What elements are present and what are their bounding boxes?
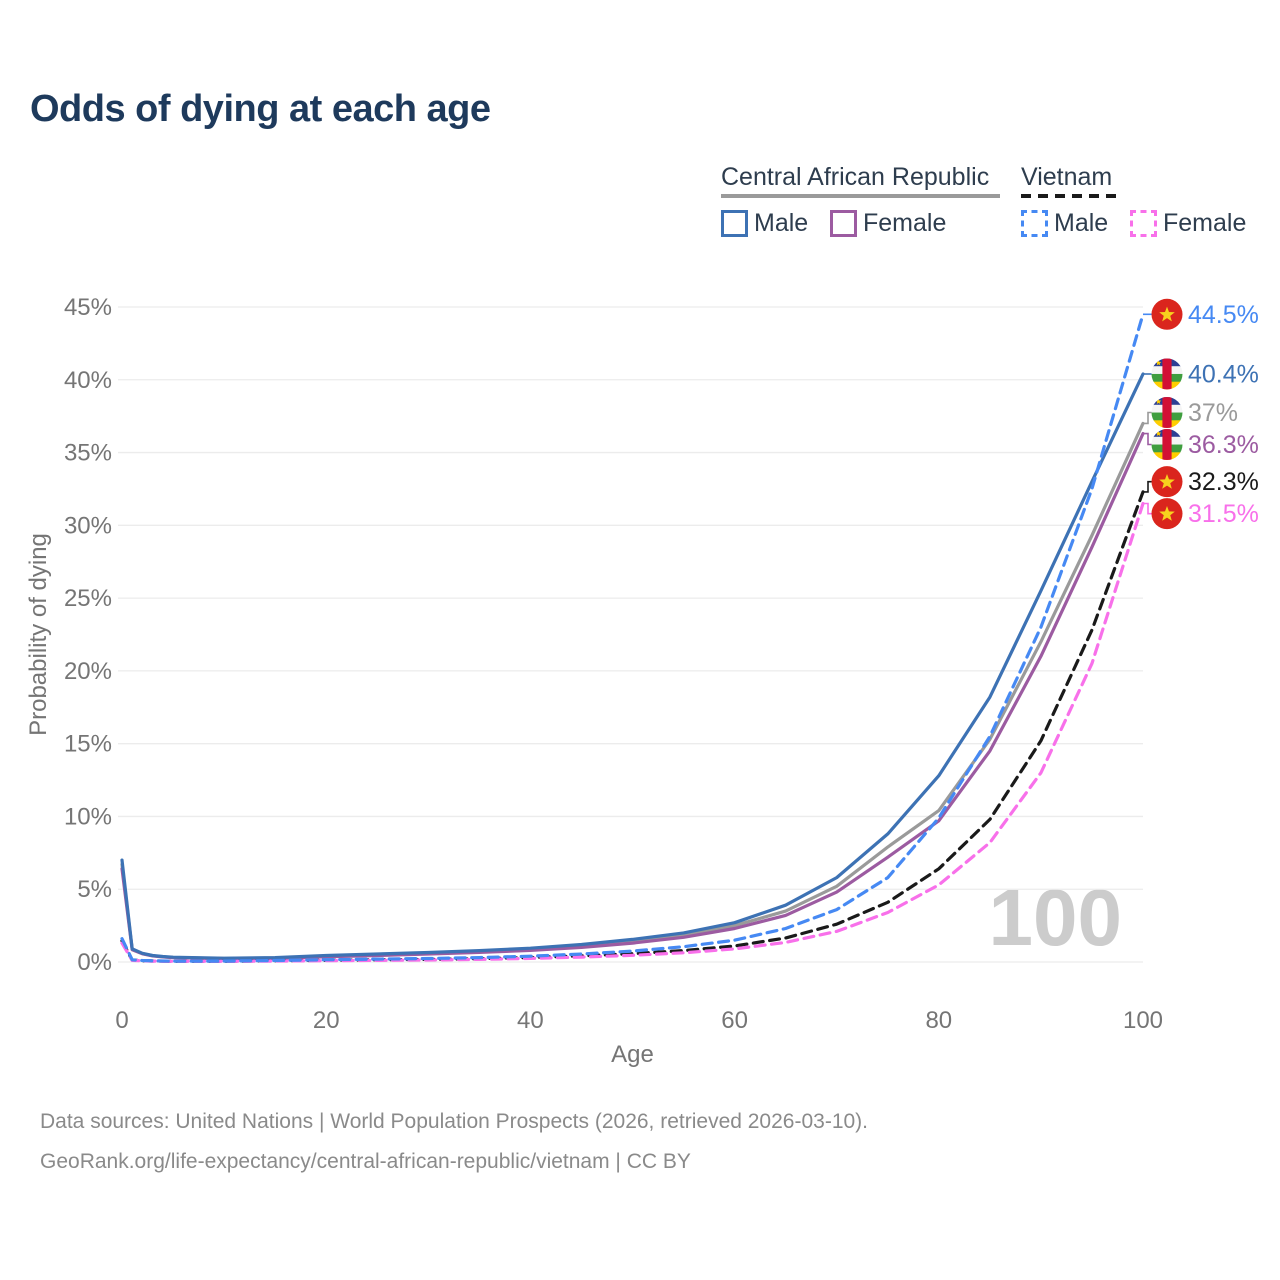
attribution-note: GeoRank.org/life-expectancy/central-afri… [40,1150,691,1173]
end-label-leader-vn_female [1143,502,1152,515]
end-value-label-car_total: 37% [1188,399,1238,427]
age-watermark: 100 [989,873,1122,962]
y-tick-label: 5% [77,876,112,903]
vietnam-flag-star-icon [1159,505,1175,521]
y-tick-label: 10% [64,803,112,830]
end-label-leader-car_total [1143,411,1152,425]
legend-item-car-male[interactable]: Male [721,209,808,238]
y-tick-label: 15% [64,731,112,758]
y-tick-label: 30% [64,512,112,539]
car-male-swatch-icon [721,210,748,237]
end-value-label-car_male: 40.4% [1188,360,1259,388]
end-label-leader-car_female [1143,432,1152,446]
vietnam-male-swatch-icon [1021,210,1048,237]
legend-label-vietnam-male: Male [1054,209,1109,237]
x-tick-label: 100 [1123,1007,1163,1034]
series-line-car_male[interactable] [120,372,1145,960]
legend-item-vietnam-male[interactable]: Male [1021,209,1108,238]
end-value-label-vn_male: 44.5% [1188,301,1259,329]
y-tick-label: 20% [64,658,112,685]
y-tick-label: 25% [64,585,112,612]
vietnam-flag-star-icon [1159,473,1175,489]
legend-vietnam-line-sample [1021,194,1117,198]
end-value-label-vn_total: 32.3% [1188,468,1259,496]
x-tick-label: 20 [313,1007,340,1034]
y-tick-label: 45% [64,294,112,321]
page-title: Odds of dying at each age [30,88,491,130]
legend-car-line-sample [721,194,1000,198]
series-line-vn_male[interactable] [120,312,1145,963]
legend-group-car: Central African Republic [721,163,990,191]
end-label-leader-vn_total [1143,480,1152,493]
y-tick-label: 0% [77,949,112,976]
central-african-republic-flag-icon [1151,429,1183,461]
legend-item-vietnam-female[interactable]: Female [1130,209,1246,238]
central-african-republic-flag-icon [1151,358,1183,390]
y-tick-label: 40% [64,367,112,394]
x-tick-label: 0 [115,1007,128,1034]
legend-label-car-female: Female [863,209,947,237]
legend-group-vietnam: Vietnam [1021,163,1113,191]
vietnam-flag-star-icon [1159,306,1175,322]
x-axis-title: Age [611,1041,654,1068]
legend-item-car-female[interactable]: Female [830,209,946,238]
x-tick-label: 60 [721,1007,748,1034]
vietnam-female-swatch-icon [1130,210,1157,237]
legend-label-car-male: Male [754,209,809,237]
end-value-label-vn_female: 31.5% [1188,500,1259,528]
legend-label-vietnam-female: Female [1163,209,1247,237]
y-tick-label: 35% [64,440,112,467]
x-tick-label: 40 [517,1007,544,1034]
x-tick-label: 80 [925,1007,952,1034]
data-sources-note: Data sources: United Nations | World Pop… [40,1110,869,1133]
y-axis-title: Probability of dying [25,533,52,736]
end-value-label-car_female: 36.3% [1188,431,1259,459]
central-african-republic-flag-icon [1151,397,1183,429]
car-female-swatch-icon [830,210,857,237]
